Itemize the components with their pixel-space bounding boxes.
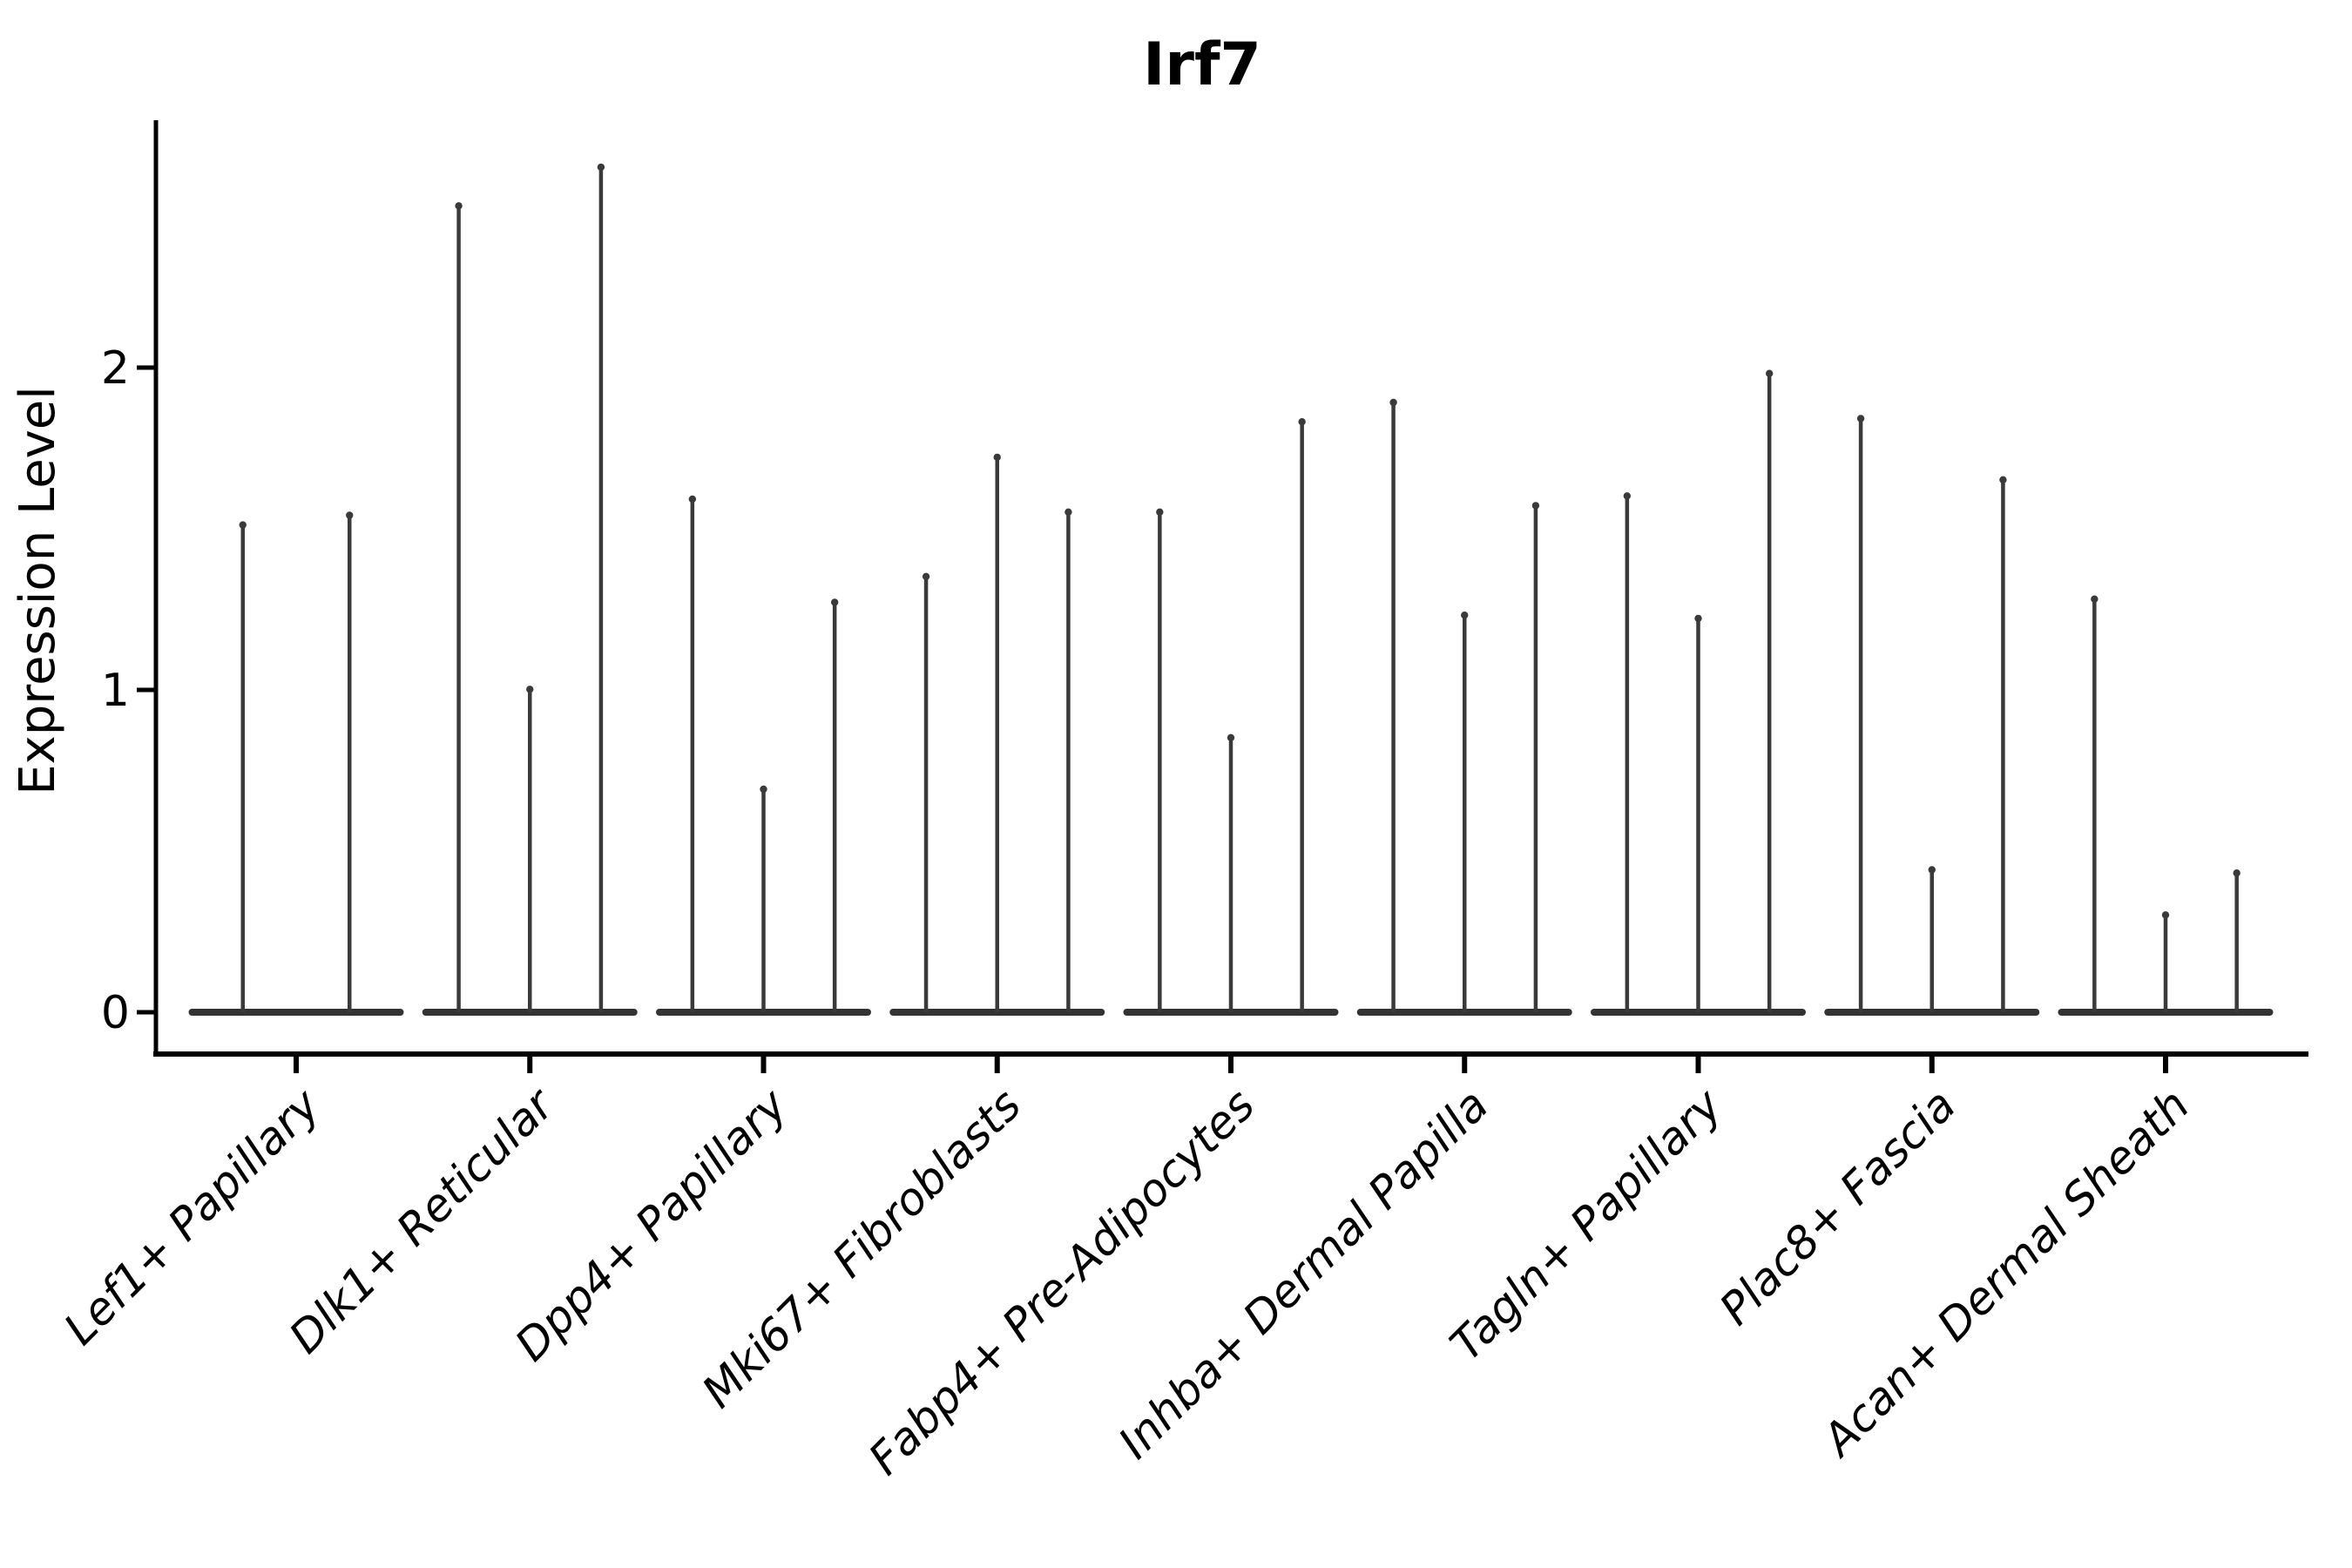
violin-spike-cap — [922, 572, 930, 580]
violin-spike-cap — [1064, 508, 1072, 516]
violin-spike-cap — [993, 453, 1001, 462]
x-tick-label: Plac8+ Fascia — [1710, 1079, 1966, 1335]
violin-spike-cap — [830, 598, 839, 606]
violin-spike-cap — [526, 686, 534, 693]
violin-spike-cap — [1156, 508, 1164, 516]
violin-spike-cap — [597, 163, 605, 172]
y-tick-label: 2 — [101, 342, 130, 395]
violin-spike-cap — [1531, 502, 1540, 510]
violin-spike-cap — [2091, 595, 2099, 603]
violin-spike-cap — [1623, 492, 1632, 500]
y-axis-label: Expression Level — [10, 386, 66, 795]
violin-spike-cap — [1999, 476, 2007, 483]
x-tick-label: Inhba+ Dermal Papilla — [1109, 1079, 1498, 1469]
chart-title: Irf7 — [1143, 30, 1261, 99]
violin-spike-cap — [1461, 612, 1469, 619]
violin-spike-cap — [1227, 733, 1235, 741]
x-tick-label: Acan+ Dermal Sheath — [1812, 1079, 2200, 1467]
x-tick-label: Fabp4+ Pre-Adipocytes — [860, 1079, 1266, 1485]
violin-spike-cap — [1856, 415, 1865, 422]
violin-spike-cap — [1694, 614, 1702, 623]
violin-spike-cap — [688, 495, 697, 504]
violin-spike-cap — [1765, 369, 1774, 377]
violin-spike-cap — [1928, 866, 1936, 874]
violin-spike-cap — [1298, 418, 1306, 426]
violin-spike-cap — [455, 202, 463, 210]
violin-spike-cap — [760, 785, 767, 794]
x-tick-label: Lef1+ Papillary — [55, 1079, 331, 1355]
y-tick-label: 0 — [101, 987, 130, 1039]
violin-spike-cap — [239, 521, 247, 529]
y-tick-label: 1 — [101, 665, 130, 717]
violin-spike-cap — [346, 511, 354, 519]
violin-spike-cap — [2161, 911, 2170, 919]
violin-spike-cap — [2233, 869, 2240, 877]
violin-spike-cap — [1389, 398, 1397, 407]
